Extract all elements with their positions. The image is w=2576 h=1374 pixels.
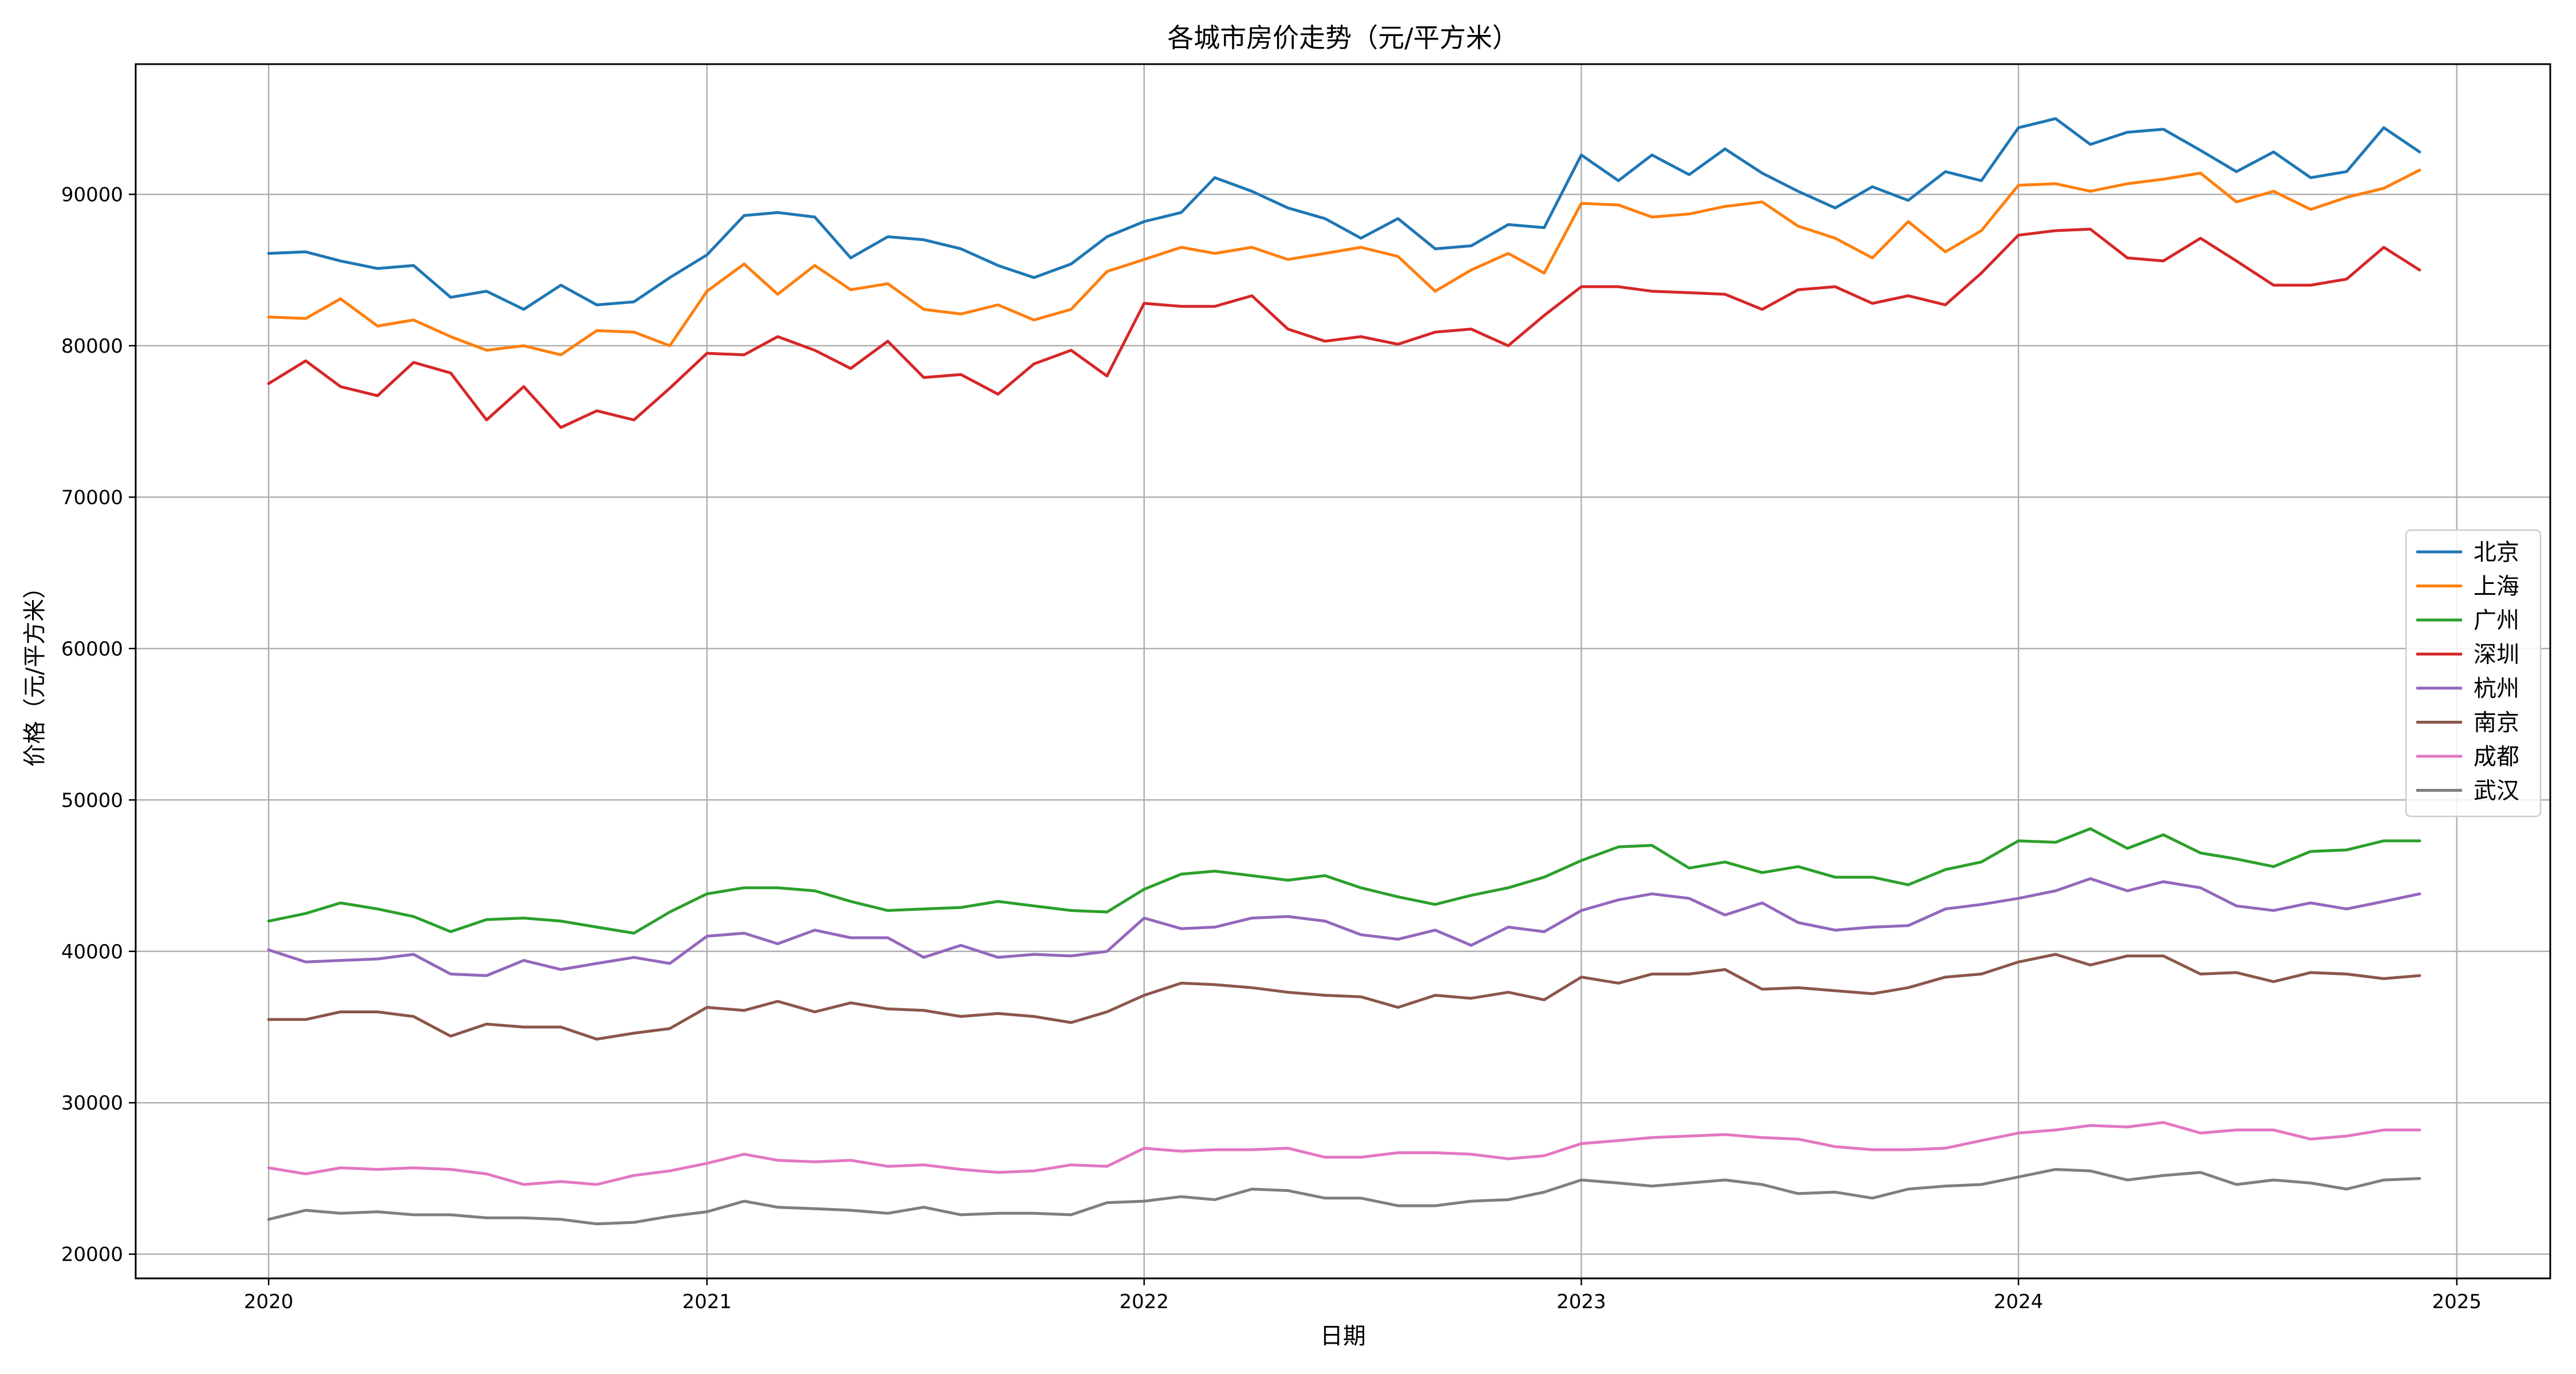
grid-lines xyxy=(136,64,2550,1278)
plot-frame xyxy=(135,63,2551,1280)
y-tick-label: 90000 xyxy=(61,183,123,206)
series-line-1 xyxy=(267,168,2421,357)
series-line-7 xyxy=(267,1168,2421,1226)
series-line-5 xyxy=(267,953,2421,1041)
chart-title: 各城市房价走势（元/平方米） xyxy=(1167,22,1519,53)
legend-label: 武汉 xyxy=(2474,778,2519,804)
legend-label: 南京 xyxy=(2474,710,2519,736)
y-tick-label: 80000 xyxy=(61,335,123,358)
series-line-3 xyxy=(267,227,2421,429)
y-axis-label: 价格（元/平方米） xyxy=(22,576,48,767)
x-tick-label: 2023 xyxy=(1556,1290,1606,1313)
legend-label: 杭州 xyxy=(2474,676,2519,702)
x-tick-label: 2021 xyxy=(682,1290,732,1313)
legend-box xyxy=(2405,529,2542,818)
x-axis-label: 日期 xyxy=(1320,1323,1366,1349)
y-tick-label: 20000 xyxy=(61,1243,123,1266)
series-line-2 xyxy=(267,827,2421,935)
series-lines xyxy=(267,117,2421,1226)
series-line-6 xyxy=(267,1121,2421,1186)
y-tick-label: 50000 xyxy=(61,789,123,812)
axis-ticks: 2020 2021 2022 2023 2024 2025 20000 30000 40000 5… xyxy=(61,183,2482,1313)
legend-label: 上海 xyxy=(2474,574,2519,600)
y-tick-label: 40000 xyxy=(61,941,123,964)
x-tick-label: 2025 xyxy=(2432,1290,2482,1313)
legend-label: 北京 xyxy=(2474,539,2519,566)
x-tick-label: 2022 xyxy=(1119,1290,1169,1313)
x-tick-label: 2020 xyxy=(244,1290,294,1313)
y-tick-label: 70000 xyxy=(61,486,123,509)
legend-label: 广州 xyxy=(2474,607,2519,634)
y-tick-label: 60000 xyxy=(61,638,123,661)
x-tick-label: 2024 xyxy=(1994,1290,2044,1313)
legend-label: 深圳 xyxy=(2474,642,2519,668)
legend-label: 成都 xyxy=(2474,744,2519,770)
y-tick-label: 30000 xyxy=(61,1092,123,1115)
series-line-4 xyxy=(267,877,2421,977)
series-line-0 xyxy=(267,117,2421,311)
